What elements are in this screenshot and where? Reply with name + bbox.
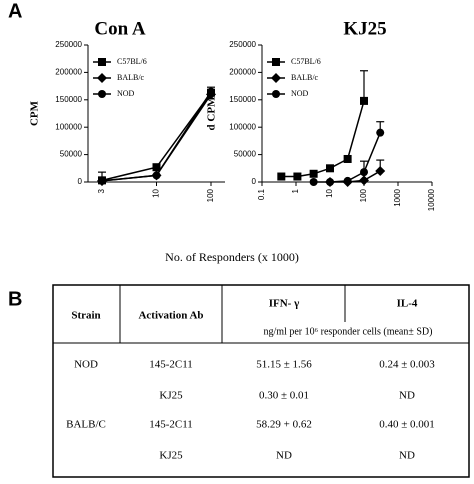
marker <box>326 178 334 186</box>
table-cell: ND <box>399 450 415 462</box>
y-tick-label: 150000 <box>55 95 82 104</box>
panel-label: A <box>8 0 22 22</box>
table-cell: BALB/C <box>66 419 106 431</box>
y-tick-label: 250000 <box>55 40 82 49</box>
marker <box>360 96 368 105</box>
table-cell: 0.40 ± 0.001 <box>379 419 435 431</box>
table-subheader: ng/ml per 10⁶ responder cells (mean± SD) <box>264 326 433 337</box>
x-tick-label: 0.1 <box>257 188 266 200</box>
marker <box>277 172 286 181</box>
table-header: IFN- γ <box>269 298 300 310</box>
marker <box>98 176 106 185</box>
table-cell: ND <box>399 390 415 402</box>
x-tick-label: 10000 <box>427 188 436 211</box>
marker <box>272 58 280 66</box>
chart-title: KJ25 <box>343 18 386 39</box>
x-tick-label: 10 <box>152 188 161 197</box>
marker <box>207 87 215 96</box>
legend-label: NOD <box>291 89 309 98</box>
table-cell: KJ25 <box>159 450 183 462</box>
x-tick-label: 1000 <box>393 188 402 206</box>
marker <box>375 166 386 177</box>
marker <box>98 90 106 98</box>
table-cell: KJ25 <box>159 390 183 402</box>
marker <box>272 90 280 98</box>
y-tick-label: 250000 <box>229 40 256 49</box>
marker <box>360 168 368 177</box>
marker <box>98 58 106 66</box>
table-header: IL-4 <box>397 298 418 310</box>
y-tick-label: 50000 <box>234 150 257 159</box>
table-cell: 0.30 ± 0.01 <box>259 390 309 402</box>
x-tick-label: 100 <box>206 188 215 202</box>
chart-title: Con A <box>94 18 145 39</box>
table-header: Activation Ab <box>138 310 203 322</box>
y-tick-label: 100000 <box>229 122 256 131</box>
marker <box>271 73 281 83</box>
x-tick-label: 10 <box>325 188 334 197</box>
y-axis-label: CPM <box>29 100 41 126</box>
legend-label: BALB/c <box>291 73 319 82</box>
marker <box>309 169 318 178</box>
marker <box>343 154 352 163</box>
legend-label: C57BL/6 <box>117 57 147 66</box>
x-tick-label: 100 <box>359 188 368 202</box>
table-cell: ND <box>276 450 292 462</box>
legend-label: NOD <box>117 89 135 98</box>
marker <box>343 176 352 185</box>
legend-label: C57BL/6 <box>291 57 321 66</box>
table-cell: NOD <box>74 359 98 371</box>
table-cell: 51.15 ± 1.56 <box>256 359 312 371</box>
table-frame <box>52 284 470 478</box>
table-cell: 145-2C11 <box>149 359 193 371</box>
panel-label: B <box>8 288 22 310</box>
series-line <box>281 100 365 178</box>
marker <box>326 164 334 173</box>
y-tick-label: 150000 <box>229 95 256 104</box>
y-tick-label: 0 <box>78 177 83 186</box>
marker <box>309 178 318 186</box>
y-tick-label: 200000 <box>55 68 82 77</box>
table-cell: 145-2C11 <box>149 419 193 431</box>
marker <box>97 73 107 83</box>
y-tick-label: 0 <box>252 177 257 186</box>
table-header: Strain <box>71 310 100 322</box>
table-cell: 58.29 + 0.62 <box>256 419 312 431</box>
x-axis-label: No. of Responders (x 1000) <box>165 250 299 264</box>
marker <box>152 171 161 180</box>
legend-label: BALB/c <box>117 73 145 82</box>
y-tick-label: 100000 <box>55 122 82 131</box>
y-tick-label: 200000 <box>229 68 256 77</box>
marker <box>359 175 369 186</box>
marker <box>152 163 161 172</box>
y-axis-label: d CPM <box>206 96 218 131</box>
table-cell: 0.24 ± 0.003 <box>379 359 435 371</box>
x-tick-label: 3 <box>97 188 106 193</box>
y-tick-label: 50000 <box>60 150 83 159</box>
x-tick-label: 1 <box>291 188 300 193</box>
marker <box>376 128 385 137</box>
marker <box>293 172 302 181</box>
